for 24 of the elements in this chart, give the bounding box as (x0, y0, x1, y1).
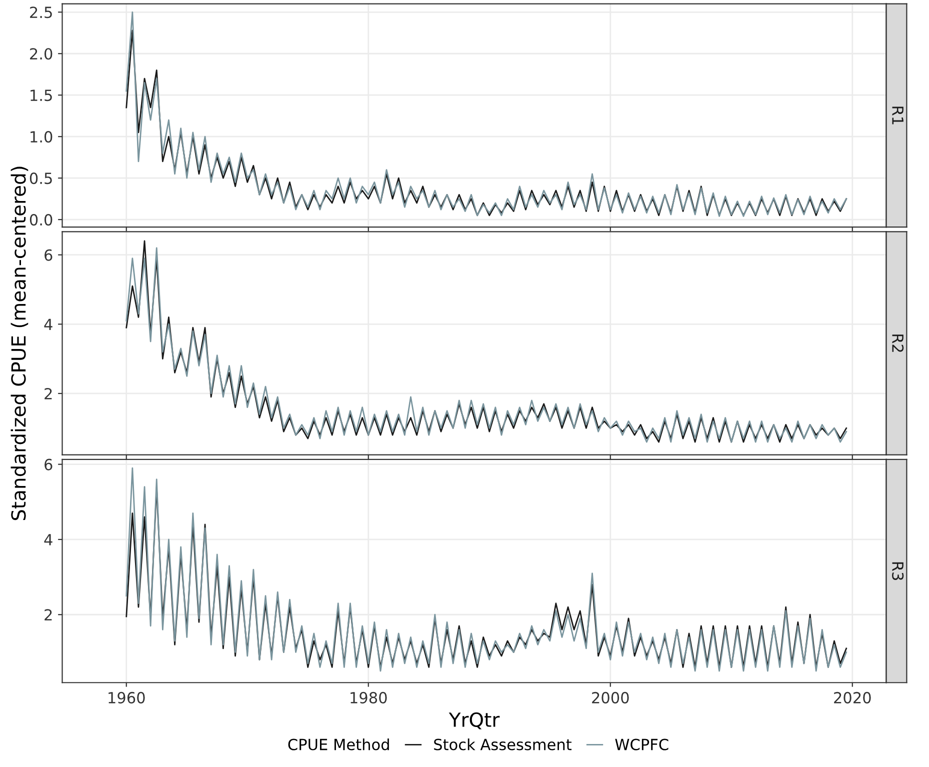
legend-title: CPUE Method (288, 738, 389, 750)
y-axis-title: Standardized CPUE (mean-centered) (10, 166, 28, 520)
y-tick-label: 1.5 (30, 90, 52, 102)
x-tick-label: 2020 (834, 692, 871, 704)
legend-label: WCPFC (615, 738, 668, 750)
y-tick-label: 2 (44, 609, 52, 620)
x-tick-label: 1980 (350, 692, 387, 704)
y-tick-label: 6 (44, 249, 52, 261)
text: R2 (892, 334, 904, 352)
x-tick-label: 2000 (592, 692, 629, 704)
x-axis-title: YrQtr (448, 712, 500, 730)
y-tick-label: 2.0 (30, 48, 52, 60)
text: R3 (892, 562, 904, 580)
y-tick-label: 4 (44, 534, 52, 546)
y-tick-label: 2.5 (30, 6, 52, 18)
y-tick-label: 6 (44, 458, 52, 470)
text: R1 (892, 106, 904, 124)
y-tick-label: 0.0 (30, 214, 52, 226)
x-tick-label: 1960 (108, 692, 145, 704)
y-tick-label: 1.0 (30, 131, 52, 143)
legend-label: Stock Assessment (434, 738, 572, 750)
y-tick-label: 0.5 (30, 172, 52, 184)
y-tick-label: 4 (44, 318, 52, 330)
y-tick-label: 2 (44, 388, 52, 400)
